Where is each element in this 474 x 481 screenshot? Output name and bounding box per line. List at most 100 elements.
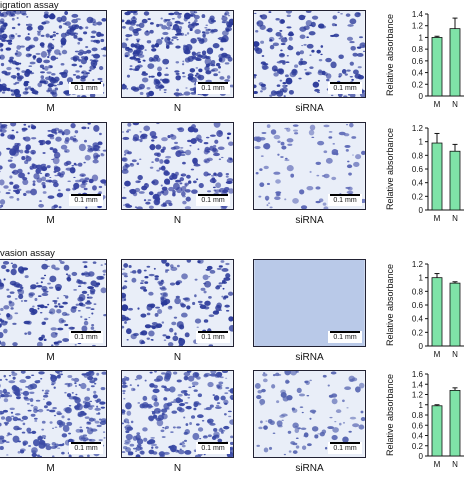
- y-tick-label: 0.6: [412, 57, 424, 66]
- y-axis-label: Relative absorbance: [385, 128, 395, 210]
- y-tick-label: 1: [419, 401, 424, 410]
- scale-bar: 0.1 mm: [196, 442, 230, 454]
- x-tick-label: M: [434, 350, 441, 359]
- bar-n: [450, 151, 460, 210]
- x-tick-label: M: [434, 100, 441, 109]
- scale-bar: 0.1 mm: [196, 194, 230, 206]
- micrograph-m-row3: 0.1 mm: [0, 259, 107, 347]
- y-tick-label: 0.4: [412, 69, 424, 78]
- panel-label: M: [0, 103, 107, 114]
- y-tick-label: 1: [419, 138, 424, 147]
- panel-label: siRNA: [253, 463, 366, 474]
- y-tick-label: 1.6: [412, 370, 424, 379]
- panel-label: M: [0, 463, 107, 474]
- y-tick-label: 1: [419, 33, 424, 42]
- scale-bar-label: 0.1 mm: [198, 197, 228, 205]
- y-tick-label: 0.2: [412, 192, 424, 201]
- bar-m: [432, 278, 442, 346]
- scale-bar: 0.1 mm: [196, 331, 230, 343]
- bar-chart-1: Relative absorbance 0 0.2 0.4 0.6 0.8 1 1.2 1.4 M…: [380, 6, 470, 121]
- panel-label: M: [0, 215, 107, 226]
- section-title-invasion: vasion assay: [0, 248, 55, 259]
- scale-bar-label: 0.1 mm: [198, 445, 228, 453]
- scale-bar: 0.1 mm: [69, 331, 103, 343]
- panel-label: N: [121, 103, 234, 114]
- scale-bar-label: 0.1 mm: [71, 197, 101, 205]
- scale-bar: 0.1 mm: [69, 194, 103, 206]
- scale-bar: 0.1 mm: [69, 442, 103, 454]
- y-tick-label: 0: [419, 452, 424, 461]
- y-tick-label: 0.8: [412, 151, 424, 160]
- micrograph-n-row2: 0.1 mm: [121, 122, 234, 210]
- panel-label: N: [121, 215, 234, 226]
- y-tick-label: 0.8: [412, 287, 424, 296]
- micrograph-n-row4: 0.1 mm: [121, 370, 234, 458]
- y-axis-label: Relative absorbance: [385, 14, 395, 96]
- scale-bar-label: 0.1 mm: [71, 334, 101, 342]
- y-tick-label: 0.4: [412, 432, 424, 441]
- y-tick-label: 1.2: [412, 391, 424, 400]
- x-tick-label: N: [452, 350, 458, 359]
- panel-label: siRNA: [253, 103, 366, 114]
- scale-bar: 0.1 mm: [328, 82, 362, 94]
- x-tick-label: N: [452, 214, 458, 223]
- bar-m: [432, 143, 442, 210]
- scale-bar: 0.1 mm: [328, 331, 362, 343]
- x-tick-label: N: [452, 460, 458, 469]
- y-tick-label: 0.2: [412, 80, 424, 89]
- bar-chart-3: Relative absorbance 0 0.2 0.4 0.6 0.8 1 1.2 M N: [380, 256, 470, 371]
- bar-m: [432, 406, 442, 456]
- y-tick-label: 0.4: [412, 315, 424, 324]
- y-tick-label: 1: [419, 274, 424, 283]
- panel-label: M: [0, 352, 107, 363]
- y-tick-label: 0.6: [412, 421, 424, 430]
- scale-bar-label: 0.1 mm: [71, 445, 101, 453]
- y-tick-label: 1.4: [412, 380, 424, 389]
- scale-bar-label: 0.1 mm: [330, 445, 360, 453]
- micrograph-sirna-row2: 0.1 mm: [253, 122, 366, 210]
- y-tick-label: 1.2: [412, 124, 424, 133]
- y-tick-label: 0: [419, 206, 424, 215]
- y-tick-label: 1.4: [412, 10, 424, 19]
- scale-bar-label: 0.1 mm: [330, 334, 360, 342]
- micrograph-n-row1: 0.1 mm: [121, 10, 234, 98]
- micrograph-n-row3: 0.1 mm: [121, 259, 234, 347]
- y-tick-label: 1.2: [412, 22, 424, 31]
- micrograph-m-row1: 0.1 mm: [0, 10, 107, 98]
- y-axis-label: Relative absorbance: [385, 264, 395, 346]
- bar-chart-2: Relative absorbance 0 0.2 0.4 0.6 0.8 1 1.2 M N: [380, 120, 470, 235]
- y-tick-label: 0: [419, 342, 424, 351]
- scale-bar-label: 0.1 mm: [198, 85, 228, 93]
- scale-bar-label: 0.1 mm: [198, 334, 228, 342]
- panel-label: N: [121, 352, 234, 363]
- bar-n: [450, 29, 460, 96]
- y-axis-label: Relative absorbance: [385, 374, 395, 456]
- y-tick-label: 0.8: [412, 411, 424, 420]
- y-tick-label: 0.4: [412, 179, 424, 188]
- y-tick-label: 0.6: [412, 165, 424, 174]
- y-tick-label: 0: [419, 92, 424, 101]
- scale-bar-label: 0.1 mm: [330, 85, 360, 93]
- micrograph-sirna-row3: 0.1 mm: [253, 259, 366, 347]
- panel-label: siRNA: [253, 352, 366, 363]
- micrograph-m-row2: 0.1 mm: [0, 122, 107, 210]
- x-tick-label: M: [434, 214, 441, 223]
- y-tick-label: 0.2: [412, 328, 424, 337]
- micrograph-sirna-row1: 0.1 mm: [253, 10, 366, 98]
- bar-n: [450, 283, 460, 346]
- y-tick-label: 0.8: [412, 45, 424, 54]
- y-tick-label: 1.2: [412, 260, 424, 269]
- micrograph-m-row4: 0.1 mm: [0, 370, 107, 458]
- micrograph-sirna-row4: 0.1 mm: [253, 370, 366, 458]
- x-tick-label: M: [434, 460, 441, 469]
- scale-bar: 0.1 mm: [328, 442, 362, 454]
- panel-label: siRNA: [253, 215, 366, 226]
- y-tick-label: 0.6: [412, 301, 424, 310]
- scale-bar: 0.1 mm: [328, 194, 362, 206]
- panel-label: N: [121, 463, 234, 474]
- scale-bar-label: 0.1 mm: [71, 85, 101, 93]
- x-tick-label: N: [452, 100, 458, 109]
- bar-m: [432, 37, 442, 96]
- scale-bar-label: 0.1 mm: [330, 197, 360, 205]
